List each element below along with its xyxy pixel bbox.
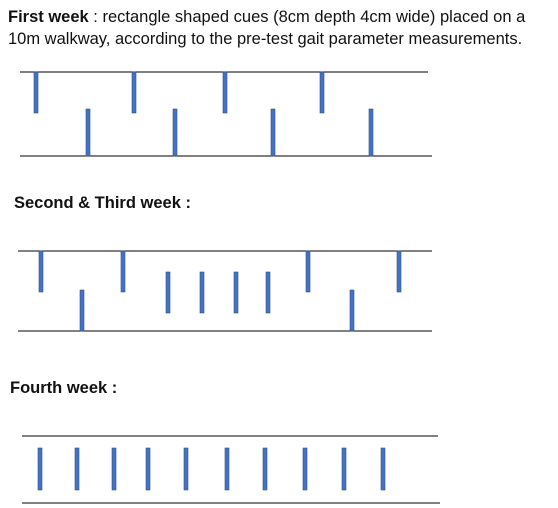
cue-marker-3-10	[380, 447, 386, 491]
cue-marker-3-9	[341, 447, 347, 491]
cue-marker-1-8	[368, 108, 374, 157]
cue-marker-2-5	[199, 271, 205, 314]
cue-marker-2-1	[38, 250, 44, 293]
cue-marker-3-8	[302, 447, 308, 491]
cue-marker-3-1	[37, 447, 43, 491]
cue-marker-3-7	[262, 447, 268, 491]
cue-marker-2-4	[165, 271, 171, 314]
second-third-week-title: Second & Third week :	[14, 194, 191, 212]
cue-marker-1-1	[33, 71, 39, 114]
cue-marker-3-6	[224, 447, 230, 491]
cue-marker-3-4	[145, 447, 151, 491]
cue-marker-2-6	[233, 271, 239, 314]
cue-marker-1-2	[85, 108, 91, 157]
cue-marker-3-2	[74, 447, 80, 491]
cue-marker-2-10	[396, 250, 402, 293]
first-week-description: : rectangle shaped cues (8cm depth 4cm w…	[8, 8, 526, 48]
cue-marker-1-3	[131, 71, 137, 114]
cue-marker-2-2	[79, 289, 85, 332]
first-week-title: First week	[8, 8, 89, 26]
cue-marker-2-8	[305, 250, 311, 293]
cue-marker-1-6	[270, 108, 276, 157]
cue-marker-3-5	[183, 447, 189, 491]
cue-marker-2-3	[120, 250, 126, 293]
fourth-week-title: Fourth week :	[10, 379, 118, 397]
cue-marker-2-7	[265, 271, 271, 314]
cue-marker-2-9	[349, 289, 355, 332]
cue-marker-1-7	[319, 71, 325, 114]
cue-marker-3-3	[111, 447, 117, 491]
cue-marker-1-5	[222, 71, 228, 114]
first-week-caption: First week : rectangle shaped cues (8cm …	[8, 6, 556, 50]
cue-marker-1-4	[172, 108, 178, 157]
